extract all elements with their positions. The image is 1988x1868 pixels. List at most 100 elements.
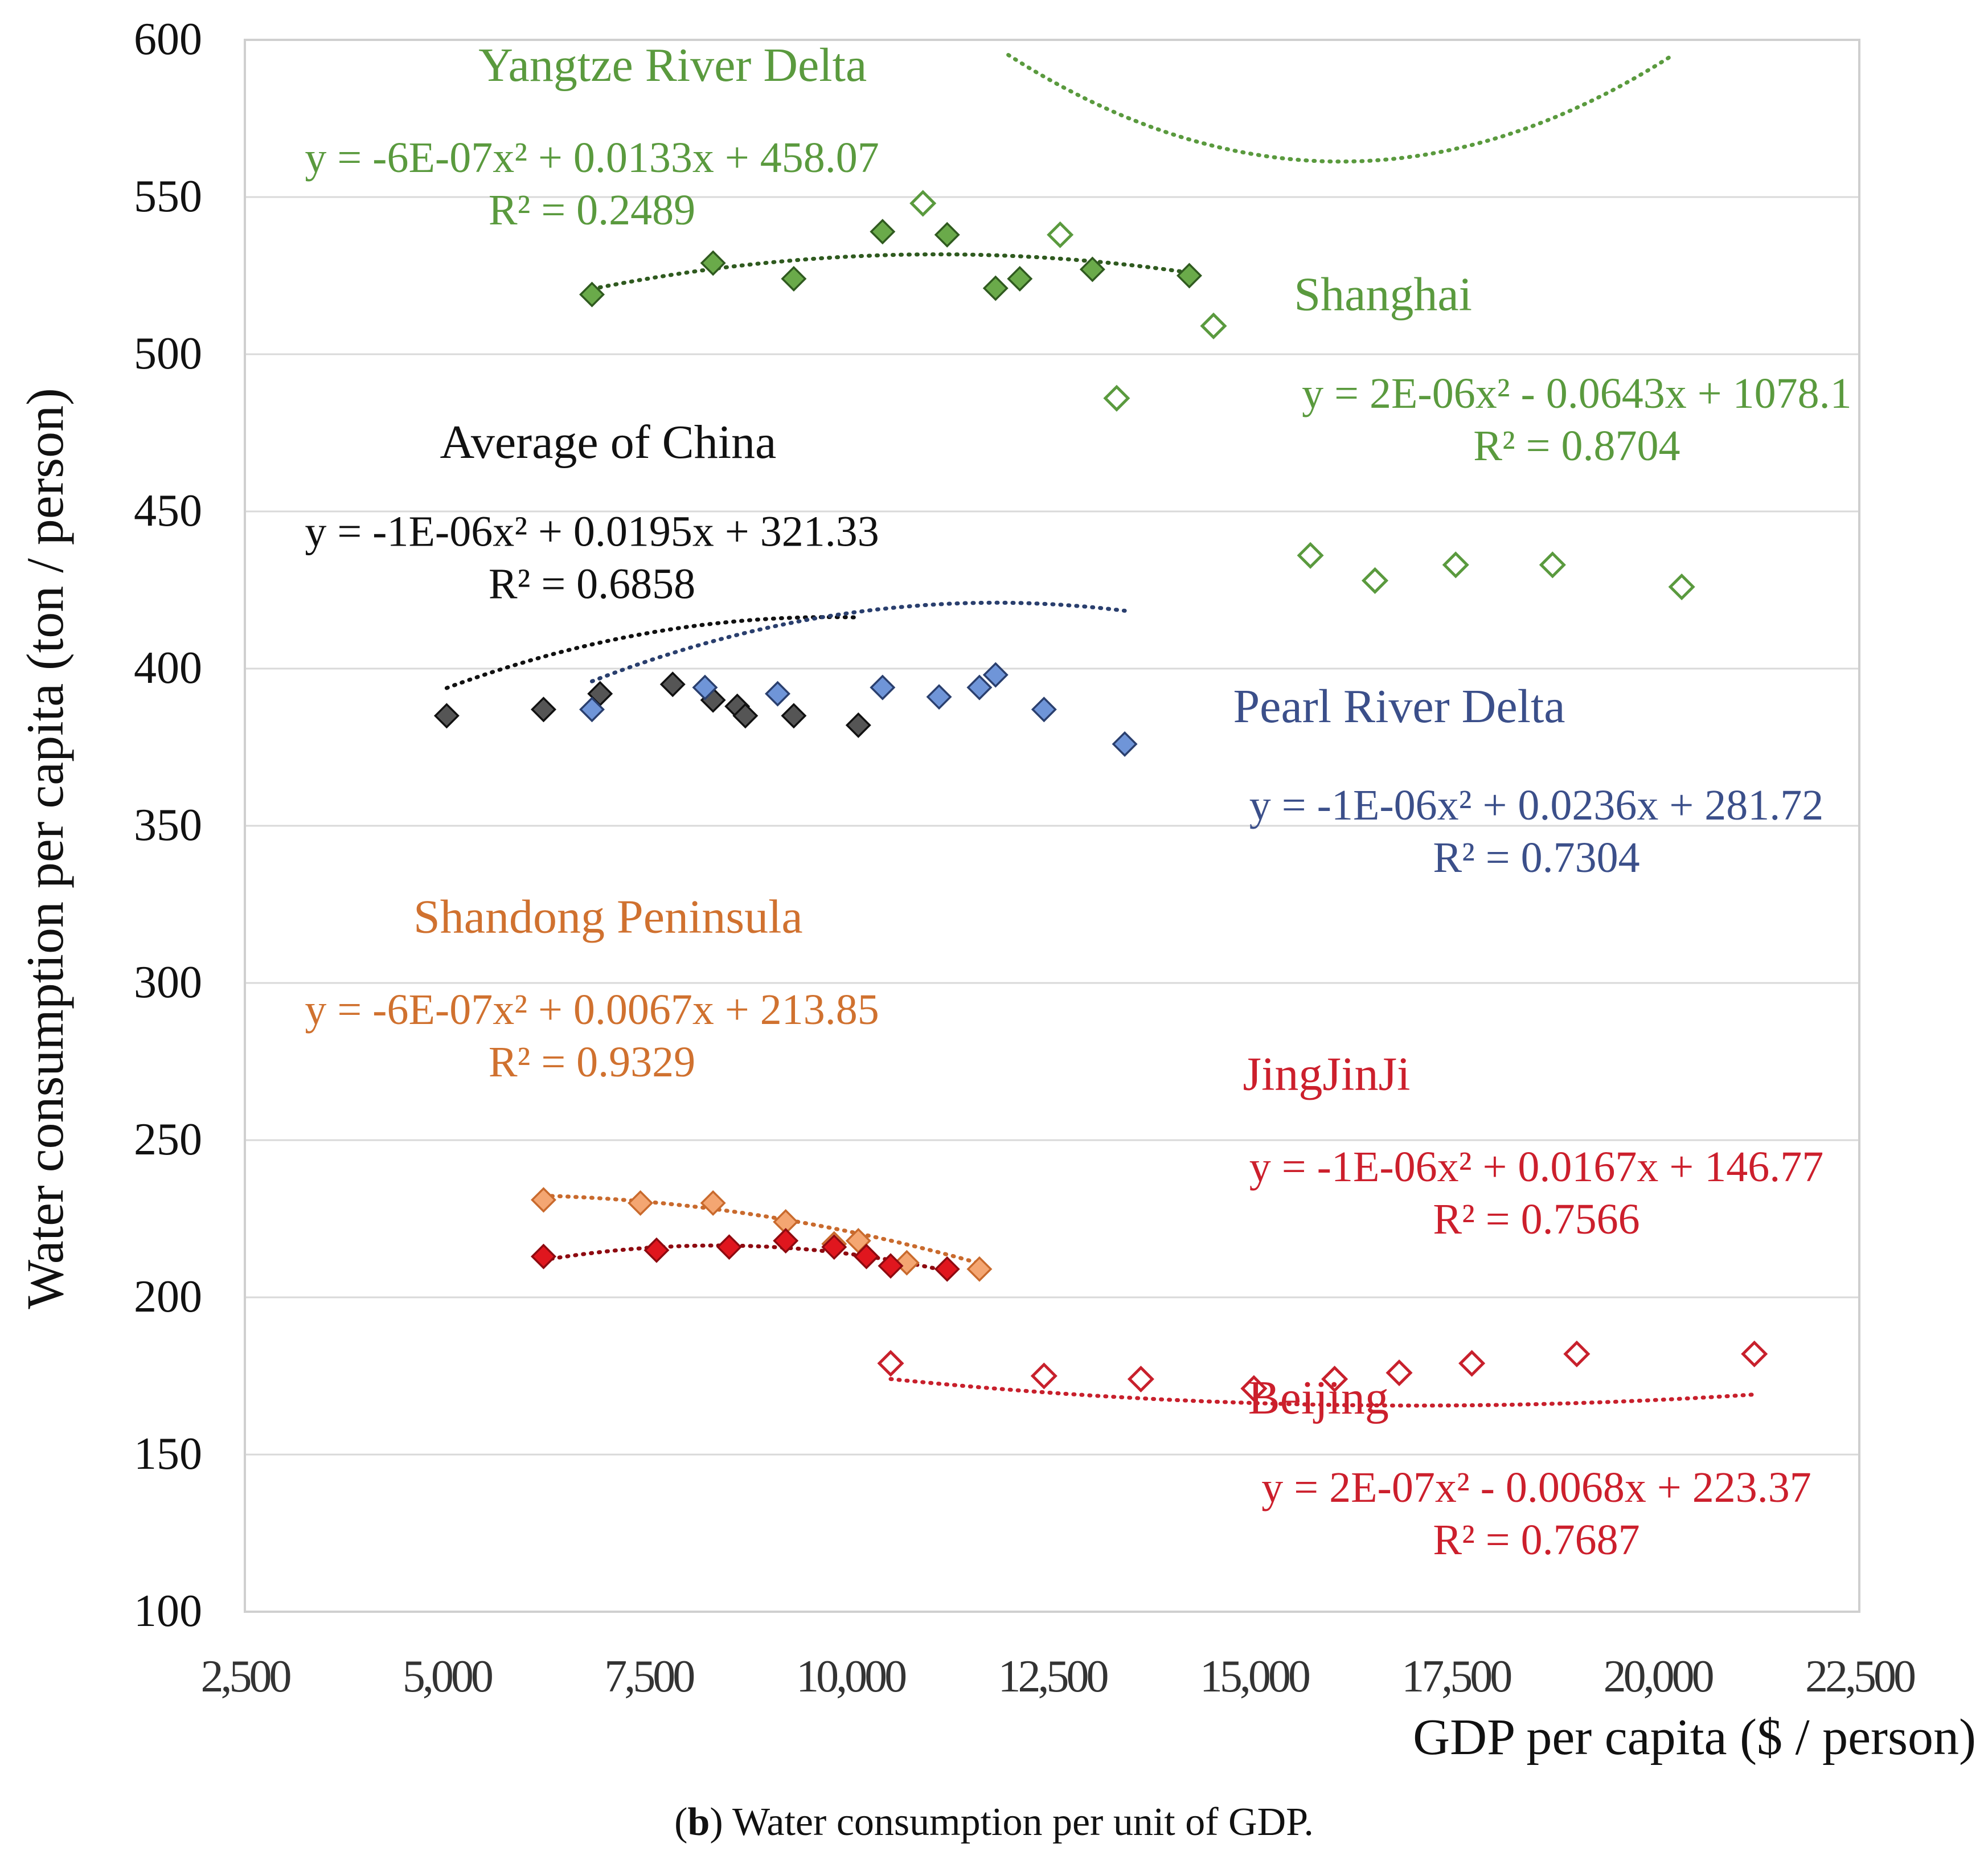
data-point-pearl-river-delta (870, 674, 896, 700)
data-point-average-of-china (781, 703, 807, 729)
data-point-jingjinji (853, 1243, 879, 1269)
x-tick-label: 15,000 (1200, 1652, 1309, 1702)
caption-text: ) Water consumption per unit of GDP. (710, 1800, 1314, 1844)
data-point-shandong-peninsula (531, 1187, 556, 1213)
data-point-pearl-river-delta (579, 697, 605, 723)
data-point-shanghai (1442, 551, 1469, 579)
data-point-pearl-river-delta (692, 674, 718, 700)
data-point-beijing (877, 1350, 904, 1377)
data-point-yangtze-river-delta (870, 219, 896, 245)
data-point-shanghai (1539, 551, 1566, 579)
data-points (433, 190, 1768, 1402)
gridlines (245, 196, 1859, 1456)
y-tick-label: 350 (134, 800, 202, 850)
data-point-shandong-peninsula (628, 1190, 654, 1216)
y-tick-label: 600 (134, 14, 202, 64)
data-point-average-of-china (433, 703, 460, 729)
data-point-average-of-china (732, 703, 759, 729)
r-squared-shanghai: R² = 0.8704 (1473, 422, 1680, 470)
equation-shandong-peninsula: y = -6E-07x² + 0.0067x + 213.85 (305, 986, 879, 1034)
series-title-pearl-river-delta: Pearl River Delta (1233, 680, 1565, 733)
figure-caption: (b) Water consumption per unit of GDP. (0, 1800, 1988, 1845)
data-point-jingjinji (773, 1228, 799, 1254)
data-point-shanghai (1361, 567, 1389, 594)
trendline-shandong-peninsula (542, 1194, 982, 1265)
y-tick-label: 100 (134, 1586, 202, 1636)
equation-beijing: y = 2E-07x² - 0.0068x + 223.37 (1261, 1464, 1811, 1511)
data-point-shanghai (909, 190, 937, 217)
data-point-jingjinji (821, 1234, 847, 1260)
data-point-pearl-river-delta (966, 674, 993, 700)
data-point-jingjinji (934, 1256, 960, 1282)
data-point-beijing (1240, 1375, 1268, 1402)
data-point-yangtze-river-delta (700, 250, 726, 276)
data-point-yangtze-river-delta (934, 222, 960, 248)
data-point-yangtze-river-delta (579, 281, 605, 308)
x-tick-label: 17,500 (1401, 1652, 1511, 1702)
r-squared-yangtze-river-delta: R² = 0.2489 (489, 186, 695, 234)
x-tick-label: 10,000 (796, 1652, 905, 1702)
series-title-beijing: Beijing (1248, 1371, 1389, 1424)
trendline-beijing (888, 1377, 1757, 1408)
caption-bold-letter: b (687, 1800, 710, 1844)
data-point-beijing (1563, 1340, 1591, 1367)
data-point-shanghai (1297, 542, 1324, 569)
y-tick-label: 300 (134, 957, 202, 1007)
x-axis-label: GDP per capita ($ / person) (1413, 1709, 1976, 1765)
r-squared-shandong-peninsula: R² = 0.9329 (489, 1038, 695, 1086)
data-point-jingjinji (878, 1253, 904, 1279)
equation-average-of-china: y = -1E-06x² + 0.0195x + 321.33 (305, 508, 879, 556)
x-tick-label: 22,500 (1805, 1652, 1915, 1702)
data-point-jingjinji (643, 1237, 670, 1263)
data-point-pearl-river-delta (926, 684, 952, 710)
y-tick-label: 400 (134, 643, 202, 693)
equation-pearl-river-delta: y = -1E-06x² + 0.0236x + 281.72 (1249, 781, 1823, 829)
trendline-shanghai (1006, 53, 1674, 164)
series-title-jingjinji: JingJinJi (1243, 1048, 1410, 1101)
data-point-beijing (1127, 1365, 1154, 1393)
data-point-average-of-china (531, 697, 556, 723)
data-point-yangtze-river-delta (1007, 266, 1033, 292)
data-point-yangtze-river-delta (781, 266, 807, 292)
data-point-jingjinji (531, 1243, 556, 1269)
x-tick-label: 2,500 (201, 1652, 290, 1702)
y-tick-label: 200 (134, 1272, 202, 1322)
data-point-beijing (1458, 1350, 1486, 1377)
caption-prefix: ( (674, 1800, 688, 1844)
x-tick-label: 12,500 (998, 1652, 1108, 1702)
series-title-shandong-peninsula: Shandong Peninsula (413, 891, 803, 944)
trendline-pearl-river-delta (590, 600, 1127, 683)
data-point-average-of-china (659, 671, 686, 698)
data-point-yangtze-river-delta (1079, 256, 1105, 282)
data-point-shanghai (1047, 221, 1074, 248)
series-title-shanghai: Shanghai (1294, 268, 1472, 321)
trendline-average-of-china (444, 615, 860, 690)
data-point-shandong-peninsula (700, 1190, 726, 1216)
data-point-pearl-river-delta (765, 681, 791, 707)
data-point-shandong-peninsula (893, 1250, 920, 1276)
trendline-jingjinji (542, 1243, 949, 1273)
data-point-yangtze-river-delta (982, 275, 1009, 301)
series-title-yangtze-river-delta: Yangtze River Delta (478, 39, 867, 92)
data-point-jingjinji (716, 1234, 742, 1260)
data-point-beijing (1030, 1362, 1057, 1390)
x-tick-label: 7,500 (604, 1652, 694, 1702)
r-squared-jingjinji: R² = 0.7566 (1433, 1195, 1639, 1243)
data-point-pearl-river-delta (982, 662, 1009, 688)
y-tick-label: 150 (134, 1429, 202, 1479)
axis-ticks: 100 150 200 250 300 350 400 450 500 550 600 2,500 5,… (134, 14, 1917, 1702)
y-tick-label: 250 (134, 1115, 202, 1165)
r-squared-pearl-river-delta: R² = 0.7304 (1433, 834, 1639, 882)
x-tick-label: 5,000 (403, 1652, 492, 1702)
data-point-beijing (1386, 1359, 1413, 1387)
series-title-average-of-china: Average of China (440, 416, 776, 469)
y-axis-label: Water consumption per capita (ton / pers… (16, 388, 74, 1309)
r-squared-beijing: R² = 0.7687 (1433, 1516, 1639, 1564)
data-point-pearl-river-delta (1031, 697, 1057, 723)
plot-area-frame (244, 39, 1860, 1613)
r-squared-average-of-china: R² = 0.6858 (489, 560, 695, 608)
equation-yangtze-river-delta: y = -6E-07x² + 0.0133x + 458.07 (305, 134, 879, 182)
data-point-shanghai (1103, 384, 1130, 412)
series-annotations: Yangtze River Delta y = -6E-07x² + 0.0133… (305, 39, 1851, 1564)
